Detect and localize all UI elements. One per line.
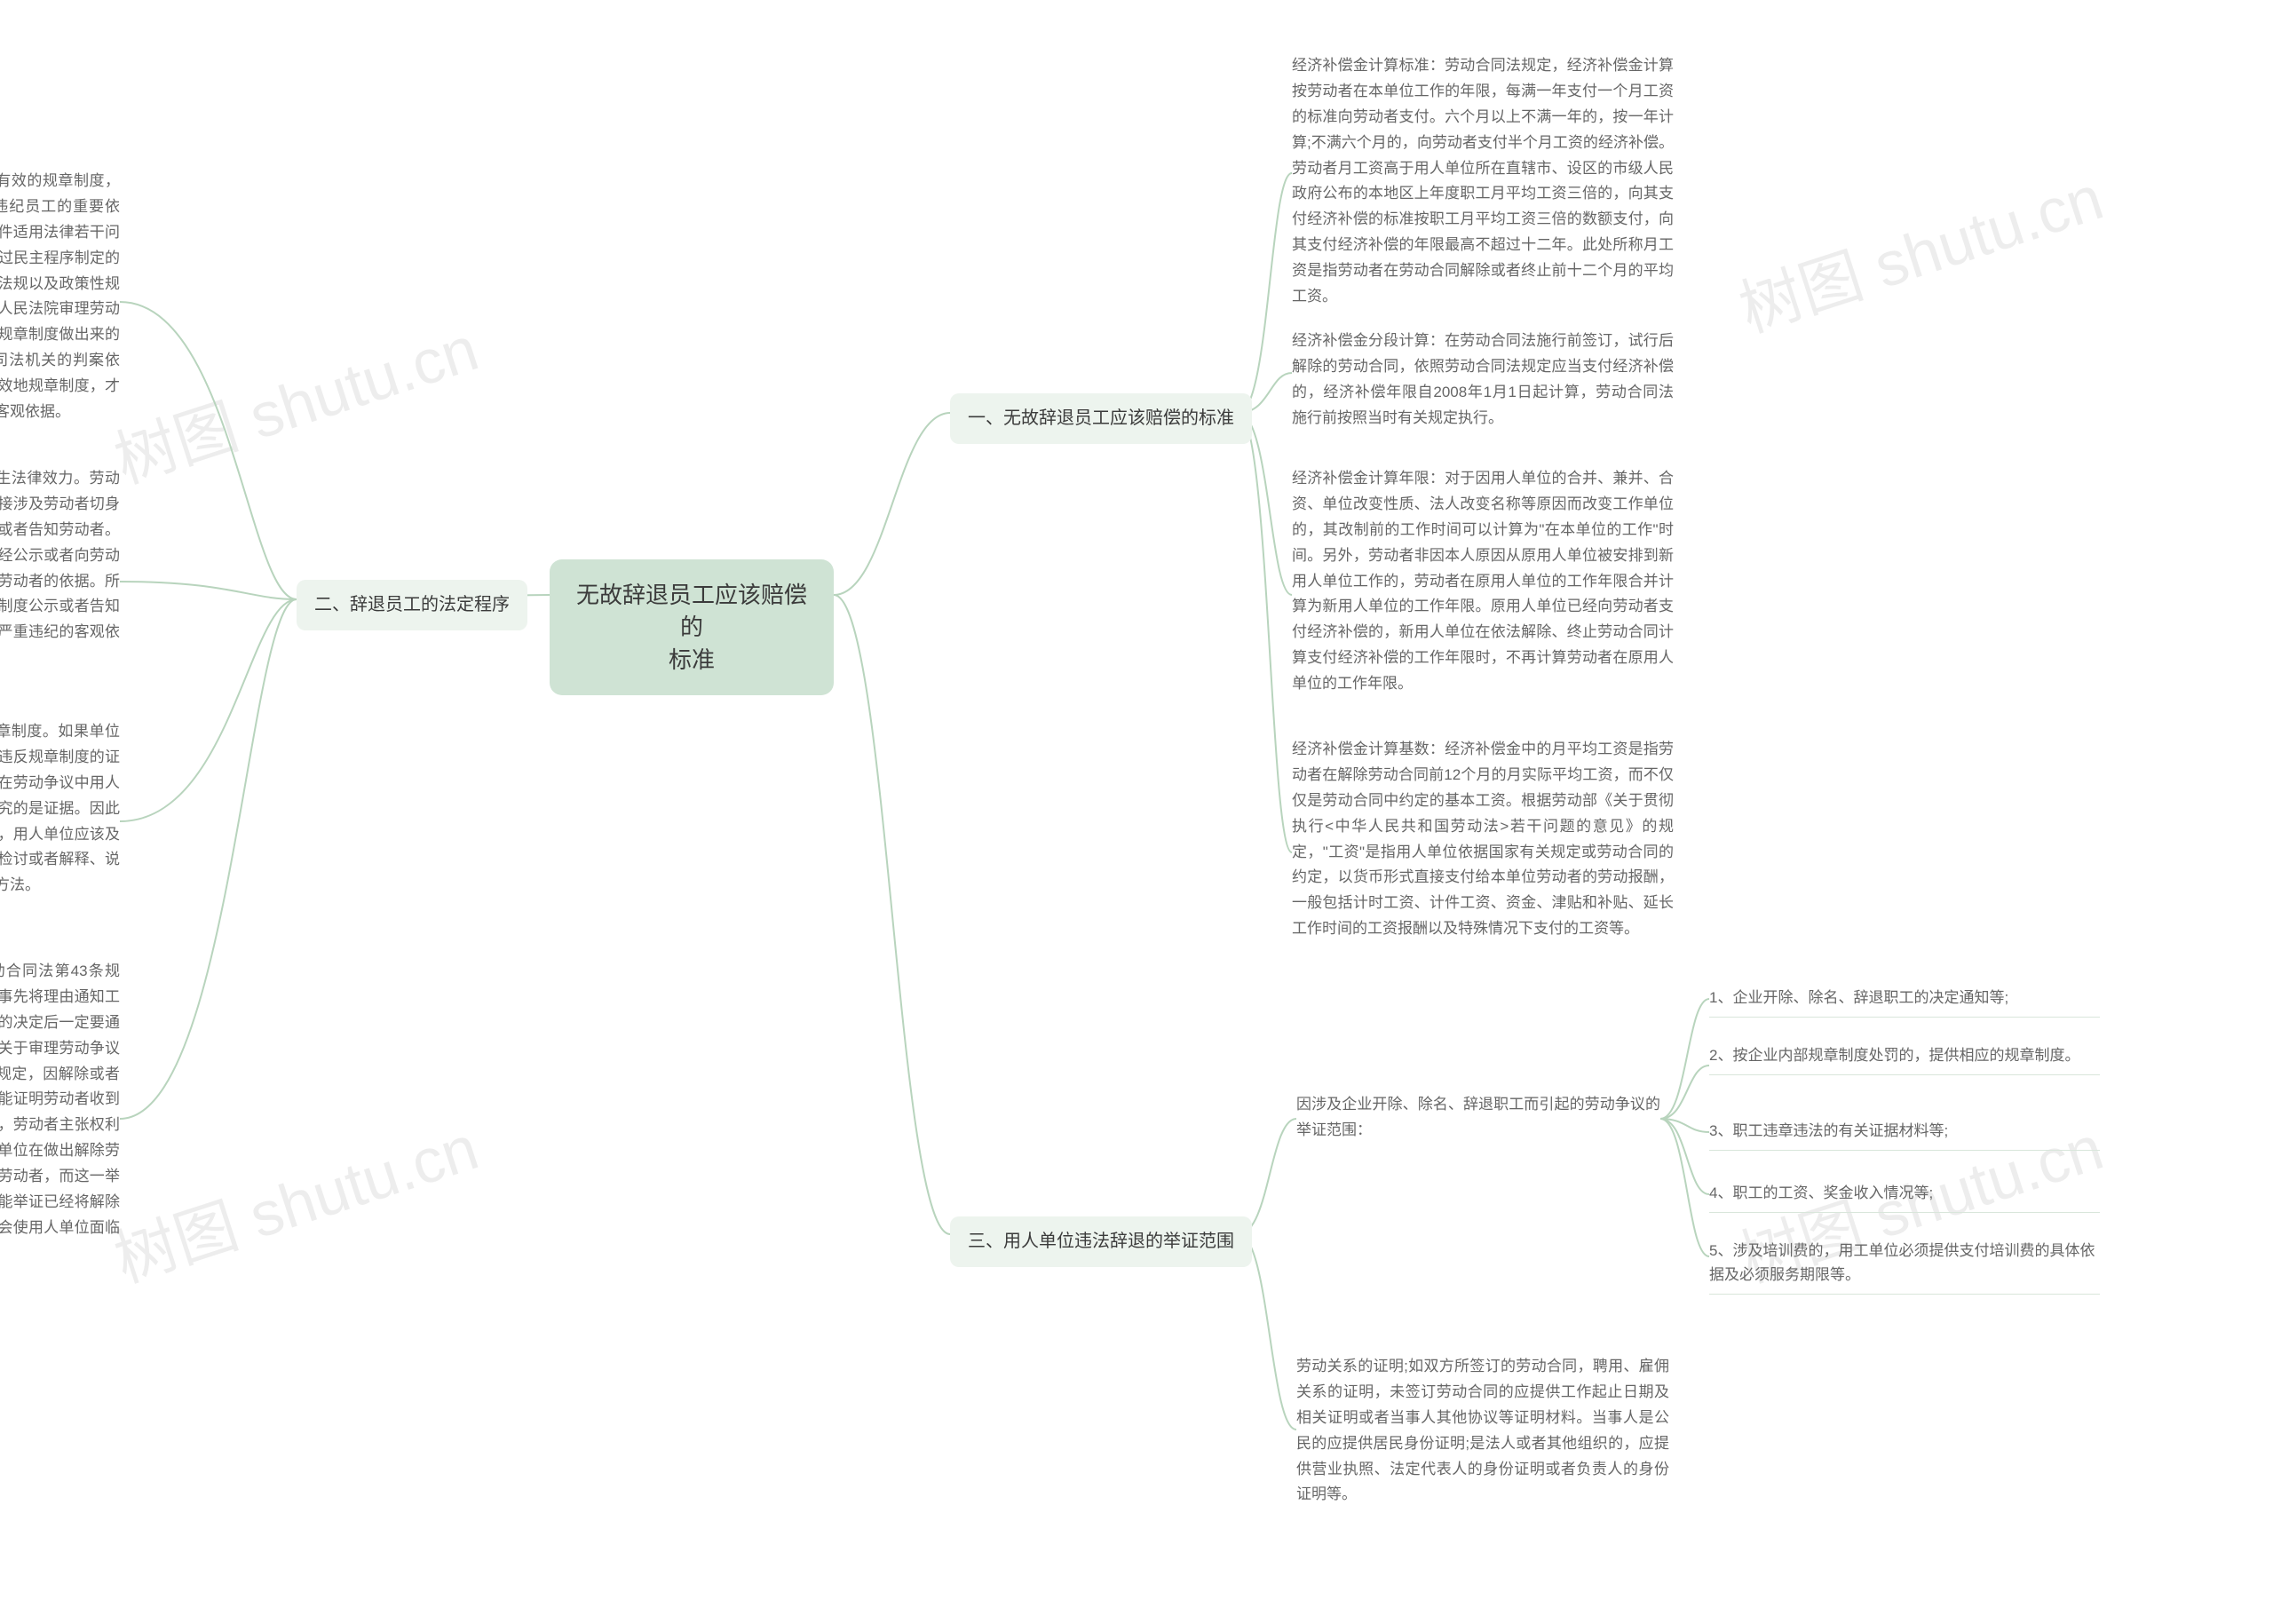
center-line1: 无故辞退员工应该赔偿的	[576, 582, 807, 640]
branch-2-leaf-1: 1、认定员工严重违纪，必须依据合法有效的规章制度，合法有效的规章制度是用人单位辞…	[0, 169, 120, 425]
branch-3-sub-1-item-5: 5、涉及培训费的，用工单位必须提供支付培训费的具体依据及必须服务期限等。	[1709, 1239, 2100, 1295]
branch-1-leaf-4: 经济补偿金计算基数：经济补偿金中的月平均工资是指劳动者在解除劳动合同前12个月的…	[1292, 737, 1674, 942]
branch-1-leaf-2: 经济补偿金分段计算：在劳动合同法施行前签订，试行后解除的劳动合同，依照劳动合同法…	[1292, 329, 1674, 432]
watermark: 树图 shutu.cn	[102, 1098, 488, 1300]
branch-3-sub-1-item-2: 2、按企业内部规章制度处罚的，提供相应的规章制度。	[1709, 1043, 2100, 1075]
branch-2-leaf-2: 2、规章制度只有公示过才能对员工产生法律效力。劳动合同法第四条规定：用人单位应当…	[0, 466, 120, 671]
branch-3-sub-1-item-4: 4、职工的工资、奖金收入情况等;	[1709, 1181, 2100, 1213]
branch-1-leaf-3: 经济补偿金计算年限：对于因用人单位的合并、兼并、合资、单位改变性质、法人改变名称…	[1292, 466, 1674, 697]
watermark: 树图 shutu.cn	[1727, 148, 2113, 350]
branch-1: 一、无故辞退员工应该赔偿的标准	[950, 393, 1252, 444]
branch-1-leaf-1: 经济补偿金计算标准：劳动合同法规定，经济补偿金计算按劳动者在本单位工作的年限，每…	[1292, 53, 1674, 310]
branch-2-leaf-4: 4、履行通知工会和本人的程序。劳动合同法第43条规定，用人单位单方解除劳动合同，…	[0, 959, 120, 1267]
watermark: 树图 shutu.cn	[102, 299, 488, 501]
center-line2: 标准	[669, 646, 715, 673]
connector-lines	[0, 0, 2273, 1624]
branch-3-sub-1: 因涉及企业开除、除名、辞退职工而引起的劳动争议的举证范围：	[1296, 1092, 1660, 1144]
branch-2: 二、辞退员工的法定程序	[297, 580, 527, 630]
branch-3-sub-1-item-1: 1、企业开除、除名、辞退职工的决定通知等;	[1709, 986, 2100, 1018]
center-node: 无故辞退员工应该赔偿的 标准	[550, 559, 834, 695]
branch-3-sub-1-item-3: 3、职工违章违法的有关证据材料等;	[1709, 1119, 2100, 1151]
branch-3-sub-2: 劳动关系的证明;如双方所签订的劳动合同，聘用、雇佣关系的证明，未签订劳动合同的应…	[1296, 1354, 1669, 1508]
branch-3: 三、用人单位违法辞退的举证范围	[950, 1216, 1252, 1267]
branch-2-leaf-3: 3、必须有证据证明劳动者严重违反规章制度。如果单位没有注意搜集保存能够证明劳动者…	[0, 719, 120, 899]
